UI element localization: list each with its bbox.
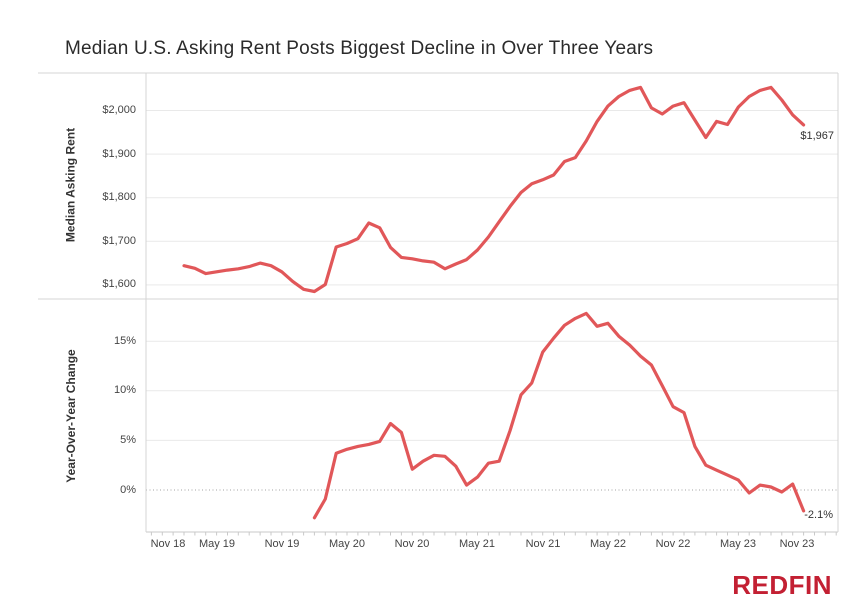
median-asking-rent-line	[182, 85, 806, 294]
y-tick-label: 5%	[120, 434, 136, 446]
year-over-year-change-line	[312, 311, 806, 520]
y-tick-label: $1,700	[102, 235, 136, 247]
y-tick-label: 10%	[113, 384, 136, 396]
x-tick-label: Nov 21	[525, 538, 561, 550]
median-asking-rent-pane[interactable]	[146, 73, 838, 299]
x-tick-label: May 19	[198, 538, 236, 550]
y-tick-label: $1,800	[102, 191, 136, 203]
rent-end-value-label: $1,967	[800, 130, 834, 142]
yoy-change-pane[interactable]	[146, 300, 838, 532]
x-tick-label: Nov 23	[779, 538, 815, 550]
x-tick-label: May 20	[328, 538, 366, 550]
x-tick-label: Nov 19	[264, 538, 300, 550]
x-tick-label: May 23	[719, 538, 757, 550]
yoy-end-value-label: -2.1%	[804, 509, 833, 521]
y-tick-label: 15%	[113, 335, 136, 347]
redfin-logo[interactable]: REDFIN	[732, 570, 832, 600]
y-tick-label: 0%	[120, 484, 136, 496]
page-title: Median U.S. Asking Rent Posts Biggest De…	[65, 38, 654, 59]
x-tick-label: Nov 22	[655, 538, 691, 550]
x-tick-label: Nov 20	[394, 538, 430, 550]
y-tick-label: $2,000	[102, 104, 136, 116]
x-tick-label: Nov 18	[150, 538, 186, 550]
x-tick-label: May 21	[458, 538, 496, 550]
x-tick-label: May 22	[589, 538, 627, 550]
y-tick-label: $1,600	[102, 278, 136, 290]
y-tick-label: $1,900	[102, 148, 136, 160]
